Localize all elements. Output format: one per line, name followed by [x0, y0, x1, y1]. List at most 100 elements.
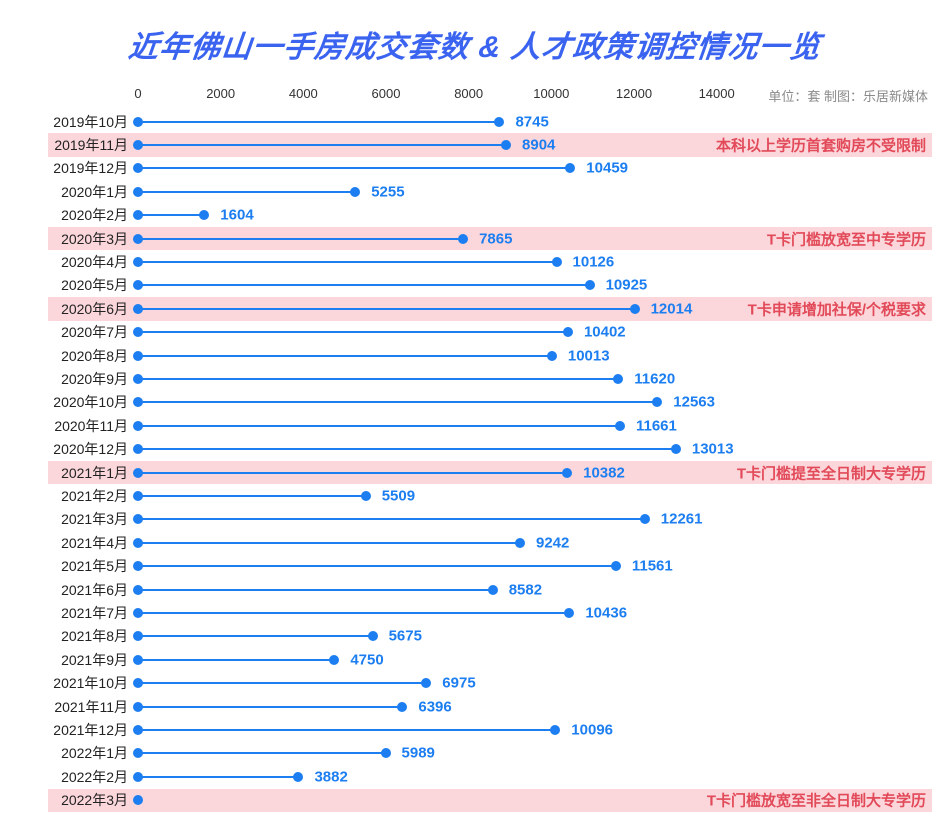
lollipop-line — [138, 776, 298, 778]
period-label: 2020年8月 — [18, 346, 128, 366]
lollipop-line — [138, 612, 569, 614]
lollipop-line — [138, 472, 567, 474]
lollipop-line — [138, 518, 645, 520]
period-label: 2022年1月 — [18, 743, 128, 763]
axis-tick-label: 4000 — [289, 86, 318, 101]
period-label: 2021年10月 — [18, 673, 128, 693]
lollipop-line — [138, 448, 676, 450]
lollipop-line — [138, 191, 355, 193]
policy-label: T卡门槛放宽至非全日制大专学历 — [707, 790, 932, 811]
value-label: 11661 — [636, 417, 677, 434]
lollipop-end-dot — [611, 561, 621, 571]
chart-row: 2021年10月 6975 — [18, 672, 932, 695]
lollipop-line — [138, 706, 402, 708]
chart-row: 2019年12月 10459 — [18, 157, 932, 180]
lollipop-line — [138, 425, 620, 427]
chart-row: 2020年12月13013 — [18, 438, 932, 461]
period-label: 2020年2月 — [18, 205, 128, 225]
lollipop-line — [138, 144, 506, 146]
period-label: 2022年2月 — [18, 767, 128, 787]
lollipop-end-dot — [397, 702, 407, 712]
period-label: 2021年5月 — [18, 556, 128, 576]
lollipop-start-dot — [133, 795, 143, 805]
value-label: 10013 — [568, 347, 610, 364]
lollipop-end-dot — [458, 234, 468, 244]
period-label: 2019年12月 — [18, 158, 128, 178]
lollipop-line — [138, 331, 568, 333]
value-label: 12261 — [661, 511, 703, 528]
chart-row: 2022年1月 5989 — [18, 742, 932, 765]
lollipop-end-dot — [640, 514, 650, 524]
value-label: 5255 — [371, 183, 404, 200]
period-label: 2022年3月 — [18, 790, 128, 810]
value-label: 11620 — [634, 371, 675, 388]
period-label: 2021年12月 — [18, 720, 128, 740]
lollipop-end-dot — [361, 491, 371, 501]
chart-row: 2022年2月 3882 — [18, 765, 932, 788]
lollipop-line — [138, 495, 366, 497]
lollipop-end-dot — [199, 210, 209, 220]
lollipop-end-dot — [494, 117, 504, 127]
policy-label: T卡申请增加社保/个税要求 — [748, 298, 932, 319]
chart-row: 2020年1月5255 — [18, 180, 932, 203]
lollipop-line — [138, 401, 657, 403]
lollipop-line — [138, 308, 635, 310]
value-label: 8904 — [522, 137, 555, 154]
value-label: 3882 — [314, 768, 347, 785]
chart-row: 2022年3月 T卡门槛放宽至非全日制大专学历 — [18, 789, 932, 812]
value-label: 10382 — [583, 464, 625, 481]
chart-row: 2021年3月12261 — [18, 508, 932, 531]
value-label: 6975 — [442, 675, 475, 692]
lollipop-line — [138, 729, 555, 731]
period-label: 2020年7月 — [18, 322, 128, 342]
value-label: 10459 — [586, 160, 628, 177]
lollipop-end-dot — [585, 280, 595, 290]
value-label: 6396 — [418, 698, 451, 715]
value-label: 10436 — [585, 605, 627, 622]
lollipop-end-dot — [671, 444, 681, 454]
value-label: 7865 — [479, 230, 512, 247]
value-label: 12014 — [651, 300, 693, 317]
chart-row: 2021年8月5675 — [18, 625, 932, 648]
chart-row: 2020年7月10402 — [18, 321, 932, 344]
value-label: 10096 — [571, 722, 613, 739]
chart-row: 2019年10月 8745 — [18, 110, 932, 133]
chart-area: 020004000600080001000012000140002019年10月… — [18, 80, 932, 822]
lollipop-end-dot — [565, 163, 575, 173]
value-label: 9242 — [536, 534, 569, 551]
lollipop-line — [138, 659, 334, 661]
lollipop-end-dot — [613, 374, 623, 384]
chart-row: 2021年6月8582 — [18, 578, 932, 601]
period-label: 2021年9月 — [18, 650, 128, 670]
chart-row: 2020年3月7865T卡门槛放宽至中专学历 — [18, 227, 932, 250]
lollipop-line — [138, 752, 386, 754]
value-label: 5675 — [389, 628, 422, 645]
axis-tick-label: 14000 — [699, 86, 735, 101]
chart-row: 2020年9月11620 — [18, 367, 932, 390]
chart-row: 2021年2月5509 — [18, 484, 932, 507]
lollipop-line — [138, 682, 426, 684]
lollipop-end-dot — [293, 772, 303, 782]
value-label: 4750 — [350, 651, 383, 668]
lollipop-end-dot — [547, 351, 557, 361]
lollipop-line — [138, 284, 590, 286]
chart-row: 2019年11月8904本科以上学历首套购房不受限制 — [18, 133, 932, 156]
axis-tick-label: 10000 — [533, 86, 569, 101]
value-label: 8582 — [509, 581, 542, 598]
period-label: 2020年4月 — [18, 252, 128, 272]
lollipop-end-dot — [381, 748, 391, 758]
lollipop-line — [138, 565, 616, 567]
lollipop-end-dot — [329, 655, 339, 665]
lollipop-end-dot — [552, 257, 562, 267]
value-label: 13013 — [692, 441, 734, 458]
value-label: 1604 — [220, 207, 253, 224]
axis-tick-label: 8000 — [454, 86, 483, 101]
value-label: 5989 — [402, 745, 435, 762]
period-label: 2020年10月 — [18, 392, 128, 412]
chart-row: 2021年1月10382T卡门槛提至全日制大专学历 — [18, 461, 932, 484]
chart-row: 2021年4月9242 — [18, 531, 932, 554]
axis-tick-label: 6000 — [372, 86, 401, 101]
value-label: 8745 — [515, 113, 548, 130]
period-label: 2019年10月 — [18, 112, 128, 132]
chart-row: 2020年2月 1604 — [18, 204, 932, 227]
